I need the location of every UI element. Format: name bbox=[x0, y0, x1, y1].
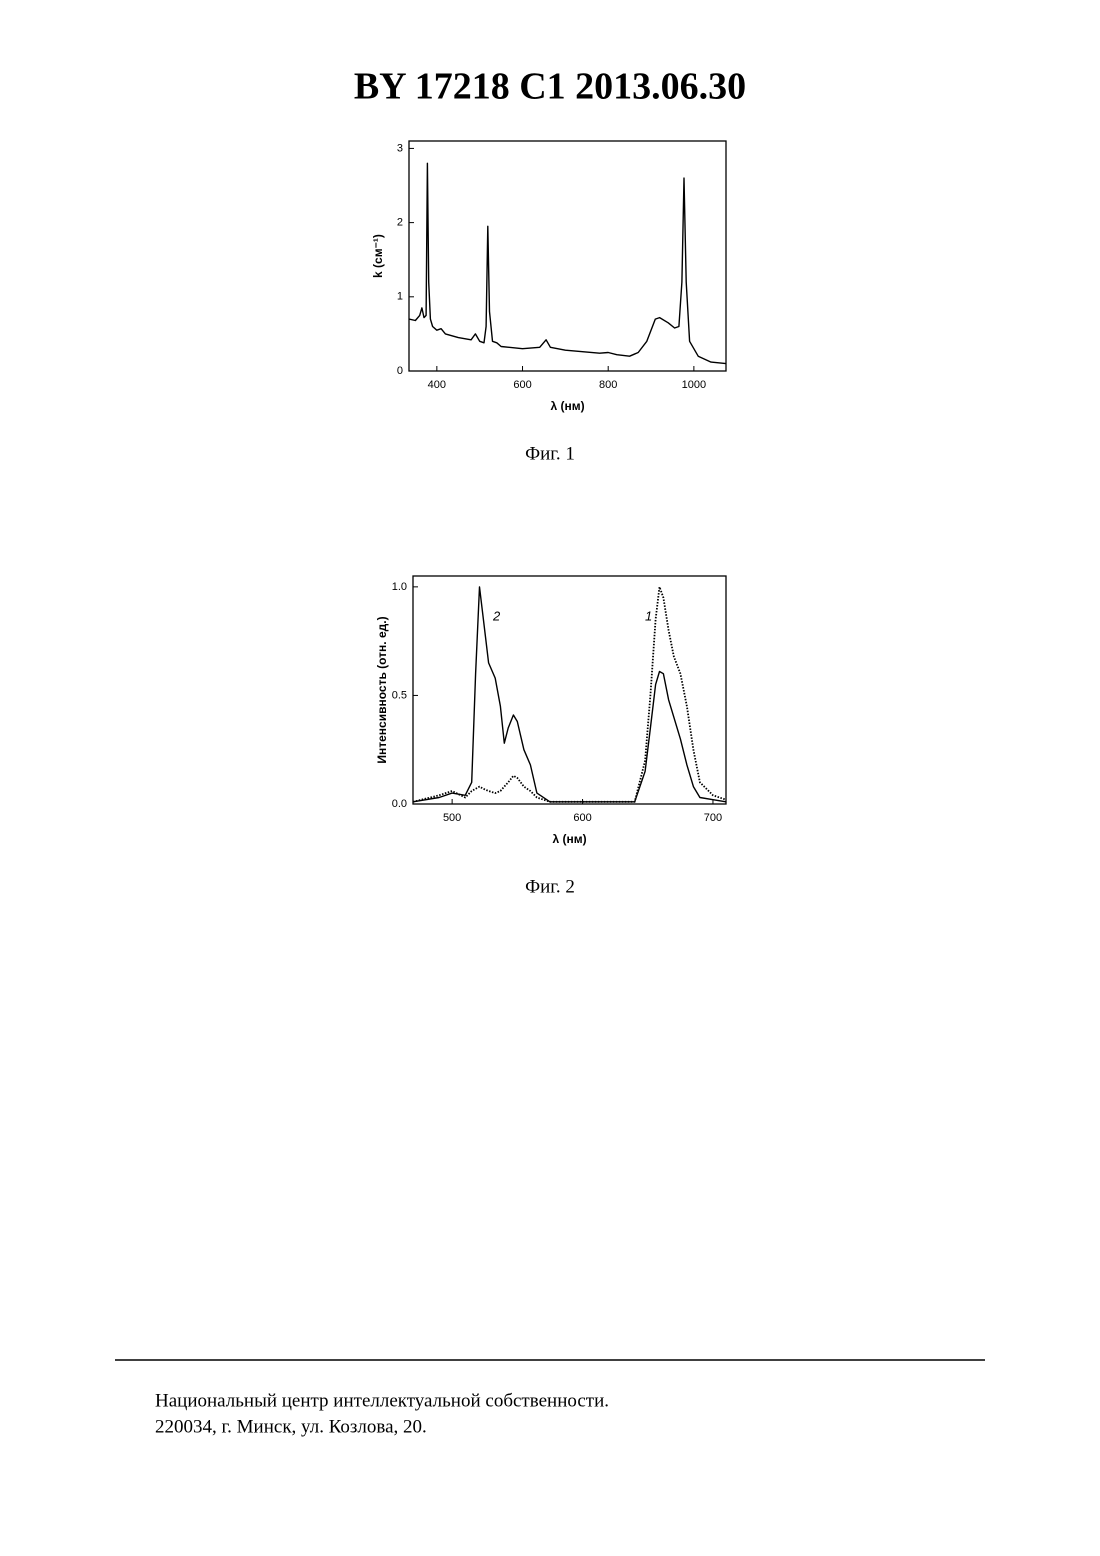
y-tick-label: 1 bbox=[397, 291, 403, 303]
footer-line: 220034, г. Минск, ул. Козлова, 20. bbox=[155, 1416, 427, 1437]
x-axis-label: λ (нм) bbox=[552, 832, 586, 846]
y-tick-label: 0.5 bbox=[392, 689, 407, 701]
y-tick-label: 1.0 bbox=[392, 581, 407, 593]
y-tick-label: 2 bbox=[397, 217, 403, 229]
footer-line: Национальный центр интеллектуальной собс… bbox=[155, 1390, 609, 1411]
y-axis-label: k (см⁻¹) bbox=[371, 234, 385, 278]
x-tick-label: 800 bbox=[599, 379, 617, 391]
document: BY 17218 C1 2013.06.30 Национальный цент… bbox=[0, 0, 1100, 1556]
data-line bbox=[413, 587, 726, 802]
y-tick-label: 3 bbox=[397, 142, 403, 154]
y-tick-label: 0.0 bbox=[392, 798, 407, 810]
series-label: 1 bbox=[645, 608, 652, 623]
y-axis-label: Интенсивность (отн. ед.) bbox=[375, 616, 389, 763]
series-label: 2 bbox=[492, 608, 501, 623]
x-tick-label: 500 bbox=[443, 812, 461, 824]
page: BY 17218 C1 2013.06.30 Национальный цент… bbox=[0, 0, 1100, 1556]
data-line bbox=[409, 163, 726, 363]
figure-caption: Фиг. 2 bbox=[525, 876, 575, 897]
x-tick-label: 1000 bbox=[682, 379, 706, 391]
doc-title: BY 17218 C1 2013.06.30 bbox=[354, 66, 746, 108]
y-tick-label: 0 bbox=[397, 365, 403, 377]
figure-caption: Фиг. 1 bbox=[525, 443, 575, 464]
data-line bbox=[413, 587, 726, 802]
x-tick-label: 400 bbox=[428, 379, 446, 391]
x-axis-label: λ (нм) bbox=[550, 399, 584, 413]
x-tick-label: 600 bbox=[513, 379, 531, 391]
plot-frame bbox=[413, 576, 726, 804]
x-tick-label: 600 bbox=[573, 812, 591, 824]
x-tick-label: 700 bbox=[704, 812, 722, 824]
